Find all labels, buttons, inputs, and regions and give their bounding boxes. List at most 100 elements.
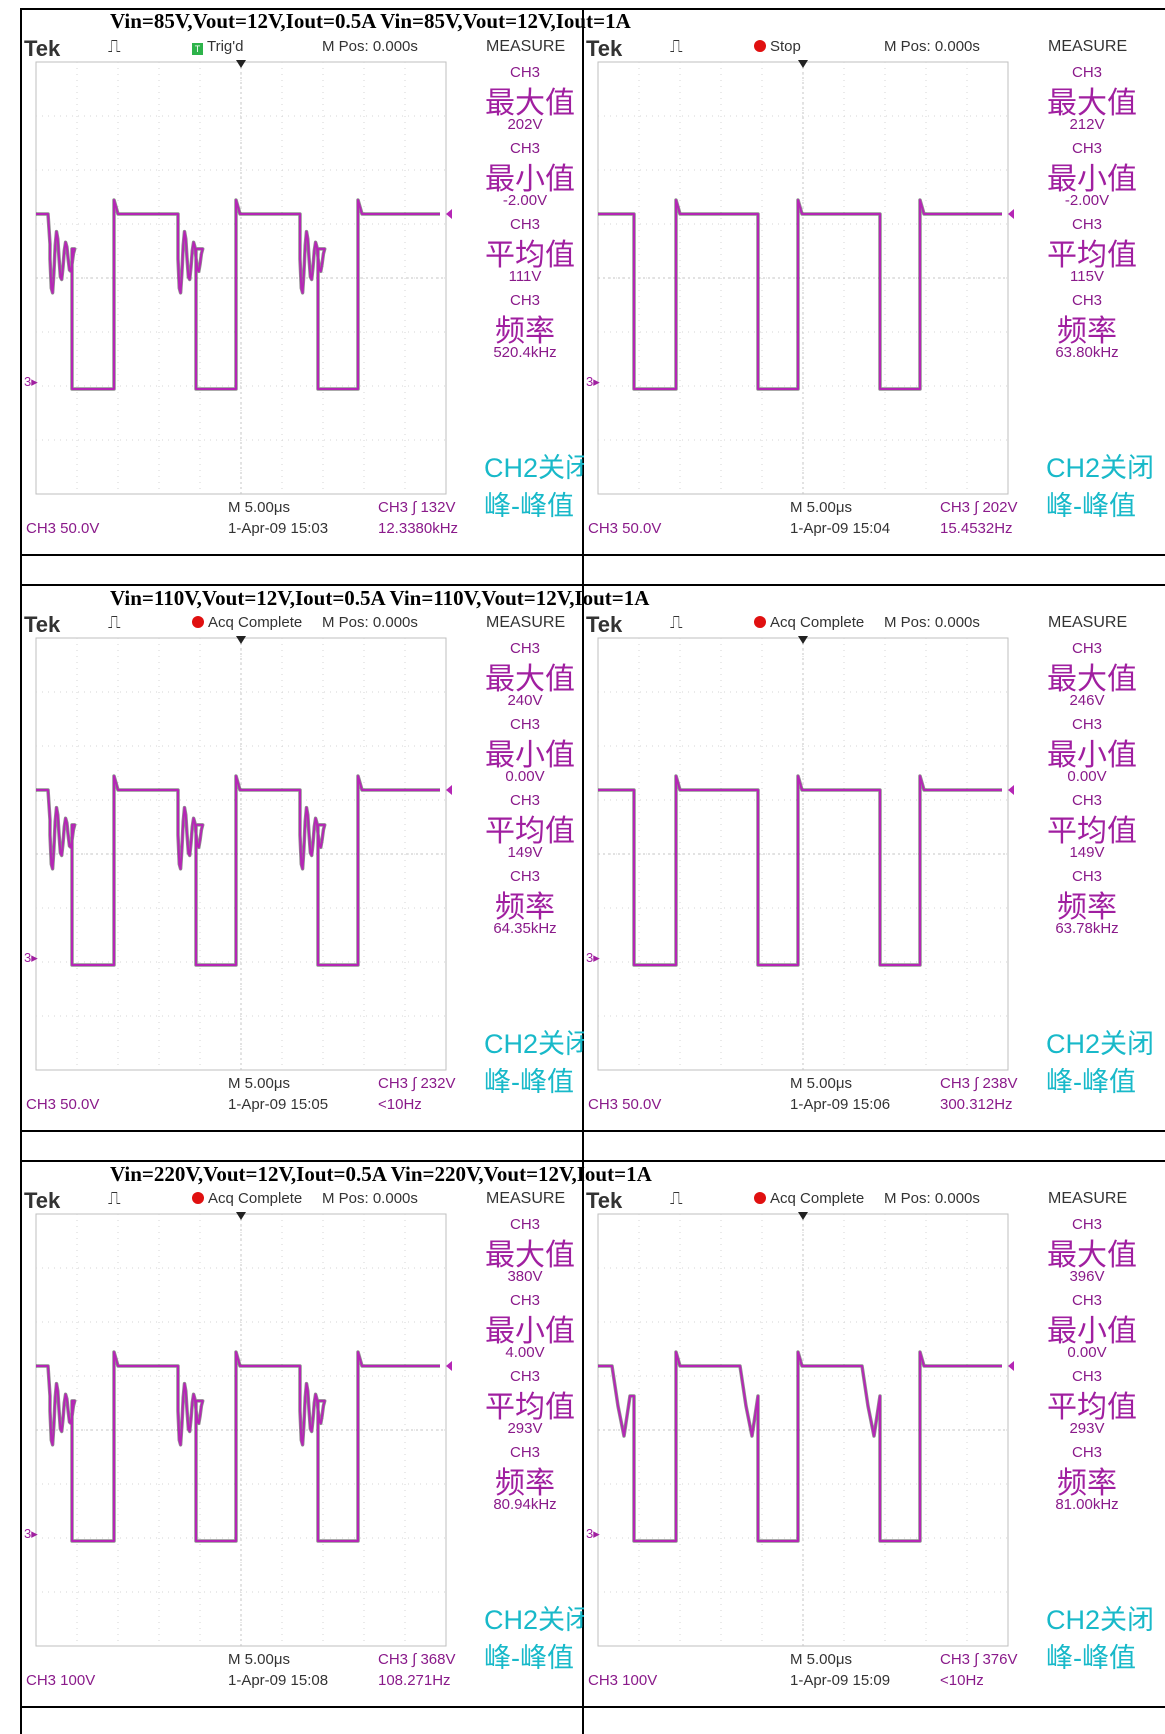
time-scale: M 5.00μs [790,1075,852,1092]
timestamp: 1-Apr-09 15:06 [790,1096,891,1113]
waveform-plot [35,636,452,1071]
measurement-channel: CH3 [509,292,540,309]
trigger-frequency: 15.4532Hz [940,520,1013,537]
ch2-off-label: CH2关闭 [1046,453,1155,483]
status-text: Acq Complete [770,614,865,631]
ground-marker: 3▸ [24,950,38,965]
measurement-label: 频率 [1057,315,1117,348]
acquisition-status: Acq Complete [192,614,302,631]
oscilloscope-screen: Tek ⎍ Acq Complete M Pos: 0.000s MEASURE… [584,610,1154,1120]
acquisition-status: Stop [754,38,801,55]
measure-menu-title: MEASURE [486,1190,566,1207]
trigger-frequency: <10Hz [940,1672,984,1689]
peak-peak-label: 峰-峰值 [1046,491,1136,521]
measurement-value: -2.00V [502,192,548,209]
ground-marker: 3▸ [24,1526,38,1541]
horizontal-position: M Pos: 0.000s [884,614,980,631]
measurement-label: 最小值 [485,163,575,196]
measurement-value: 380V [507,1268,543,1285]
trigger-position-icon [798,1212,808,1220]
trigger-frequency: <10Hz [378,1096,422,1113]
measurement-label: 频率 [495,1467,555,1500]
timestamp: 1-Apr-09 15:09 [790,1672,891,1689]
ch2-off-label: CH2关闭 [484,1605,593,1635]
measurement-value: 0.00V [1067,1344,1107,1361]
acquisition-status: Acq Complete [754,614,864,631]
horizontal-position: M Pos: 0.000s [322,614,418,631]
measurement-value: 64.35kHz [493,920,557,937]
measurement-value: 212V [1069,116,1105,133]
measurement-channel: CH3 [1071,716,1102,733]
ch3-waveform [36,199,440,390]
measure-menu-title: MEASURE [486,614,566,631]
status-indicator-icon [754,1192,766,1204]
measurement-channel: CH3 [509,64,540,81]
measurement-label: 最大值 [1047,663,1137,696]
row-title: Vin=110V,Vout=12V,Iout=0.5A Vin=110V,Vou… [110,586,650,610]
measurement-channel: CH3 [1071,140,1102,157]
trigger-level: CH3 ∫ 132V [378,499,456,516]
ch2-off-label: CH2关闭 [1046,1605,1155,1635]
measurement-value: 520.4kHz [493,344,557,361]
ch3-waveform [36,775,440,966]
measure-menu-title: MEASURE [1048,1190,1128,1207]
status-indicator-icon [754,40,766,52]
measurement-channel: CH3 [509,792,540,809]
ch3-waveform [598,775,1002,966]
measurement-channel: CH3 [509,1368,540,1385]
measurement-value: 149V [507,844,543,861]
measurement-channel: CH3 [1071,1368,1102,1385]
measurement-channel: CH3 [1071,1292,1102,1309]
measurement-label: 频率 [1057,891,1117,924]
table-border [20,1160,1165,1162]
measurement-value: 293V [507,1420,543,1437]
measurement-label: 频率 [495,315,555,348]
ch3-waveform [36,1351,440,1542]
trigger-level: CH3 ∫ 376V [940,1651,1018,1668]
measurement-value: 4.00V [505,1344,545,1361]
measurement-label: 平均值 [1047,239,1137,272]
trigger-type-icon: ⎍ [108,612,121,632]
acquisition-status: T Trig'd [192,38,243,55]
status-text: Acq Complete [208,614,303,631]
trigger-position-icon [236,60,246,68]
measurement-value: 63.78kHz [1055,920,1119,937]
brand-logo: Tek [24,36,61,61]
ch3-waveform [598,1351,1002,1542]
table-border [20,584,1165,586]
trigger-type-icon: ⎍ [108,1188,121,1208]
measurement-label: 频率 [1057,1467,1117,1500]
measurement-value: 63.80kHz [1055,344,1119,361]
measurement-channel: CH3 [1071,792,1102,809]
waveform-plot [597,636,1014,1071]
channel-scale: CH3 50.0V [26,1096,100,1113]
timestamp: 1-Apr-09 15:04 [790,520,891,537]
measurement-label: 最大值 [485,663,575,696]
timestamp: 1-Apr-09 15:08 [228,1672,329,1689]
measurement-label: 最小值 [485,739,575,772]
brand-logo: Tek [24,1188,61,1213]
brand-logo: Tek [586,612,623,637]
measurement-label: 平均值 [485,239,575,272]
ch2-off-label: CH2关闭 [484,1029,593,1059]
measure-menu-title: MEASURE [486,38,566,55]
measurement-label: 最大值 [485,1239,575,1272]
trigger-level-marker [1008,785,1014,795]
trigger-level-marker [446,785,452,795]
trigger-frequency: 12.3380kHz [378,520,459,537]
ground-marker: 3▸ [586,950,600,965]
measurement-label: 平均值 [1047,1391,1137,1424]
row-title: Vin=85V,Vout=12V,Iout=0.5A Vin=85V,Vout=… [110,9,631,33]
measurement-value: 293V [1069,1420,1105,1437]
trigger-level-marker [446,1361,452,1371]
status-text: Acq Complete [770,1190,865,1207]
measurement-channel: CH3 [509,140,540,157]
channel-scale: CH3 50.0V [588,520,662,537]
ground-marker: 3▸ [586,374,600,389]
measurement-value: 111V [508,268,542,285]
measure-menu-title: MEASURE [1048,38,1128,55]
peak-peak-label: 峰-峰值 [484,1643,574,1673]
horizontal-position: M Pos: 0.000s [322,38,418,55]
horizontal-position: M Pos: 0.000s [884,1190,980,1207]
trigger-position-icon [236,1212,246,1220]
